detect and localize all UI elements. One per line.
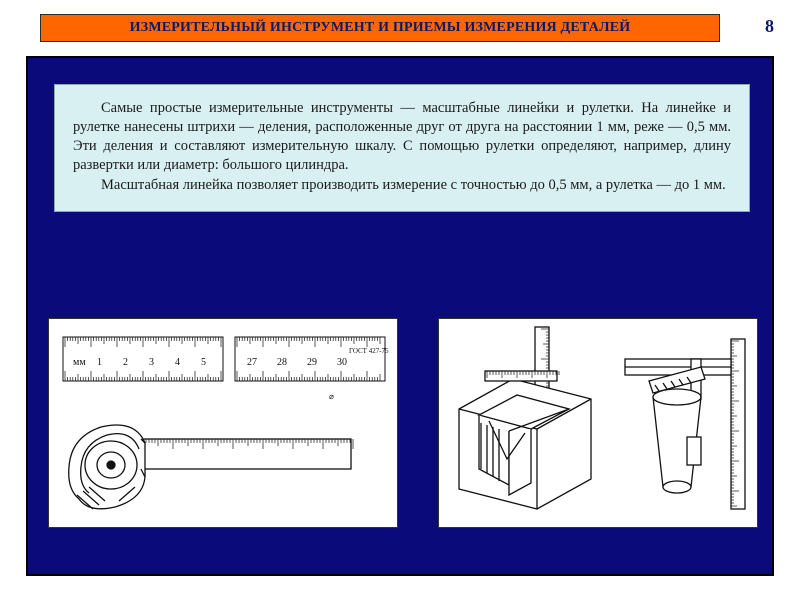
figure-parts bbox=[438, 318, 758, 528]
svg-text:5: 5 bbox=[201, 357, 206, 368]
svg-text:⌀: ⌀ bbox=[329, 392, 334, 401]
svg-text:4: 4 bbox=[175, 357, 180, 368]
ruler-mm-label: мм bbox=[73, 357, 86, 368]
content-panel: Самые простые измерительные инструменты … bbox=[26, 56, 774, 576]
title-text: ИЗМЕРИТЕЛЬНЫЙ ИНСТРУМЕНТ И ПРИЕМЫ ИЗМЕРЕ… bbox=[130, 20, 631, 36]
svg-text:29: 29 bbox=[307, 357, 317, 368]
page-number: 8 bbox=[765, 16, 774, 37]
parts-svg bbox=[439, 319, 759, 529]
figure-rulers: мм 1 2 3 4 5 27 28 29 30 ГОСТ 427-75 bbox=[48, 318, 398, 528]
paragraph-1: Самые простые измерительные инструменты … bbox=[73, 99, 731, 176]
tape-measure-icon bbox=[69, 425, 353, 509]
svg-text:1: 1 bbox=[97, 357, 102, 368]
svg-text:3: 3 bbox=[149, 357, 154, 368]
figure-row: мм 1 2 3 4 5 27 28 29 30 ГОСТ 427-75 bbox=[48, 318, 756, 548]
rulers-svg: мм 1 2 3 4 5 27 28 29 30 ГОСТ 427-75 bbox=[49, 319, 399, 529]
svg-text:30: 30 bbox=[337, 357, 347, 368]
text-box: Самые простые измерительные инструменты … bbox=[54, 84, 750, 212]
gost-label: ГОСТ 427-75 bbox=[349, 347, 389, 355]
title-bar: ИЗМЕРИТЕЛЬНЫЙ ИНСТРУМЕНТ И ПРИЕМЫ ИЗМЕРЕ… bbox=[40, 14, 720, 42]
svg-text:2: 2 bbox=[123, 357, 128, 368]
svg-text:28: 28 bbox=[277, 357, 287, 368]
svg-text:27: 27 bbox=[247, 357, 257, 368]
paragraph-2: Масштабная линейка позволяет производить… bbox=[73, 176, 731, 195]
slide: ИЗМЕРИТЕЛЬНЫЙ ИНСТРУМЕНТ И ПРИЕМЫ ИЗМЕРЕ… bbox=[0, 0, 800, 600]
